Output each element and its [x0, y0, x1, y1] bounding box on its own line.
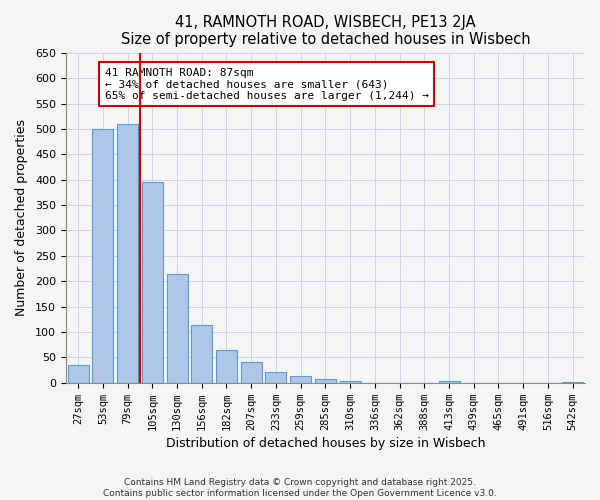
Bar: [241, 362, 262, 383]
Title: 41, RAMNOTH ROAD, WISBECH, PE13 2JA
Size of property relative to detached houses: 41, RAMNOTH ROAD, WISBECH, PE13 2JA Size…: [121, 15, 530, 48]
Bar: [92, 129, 113, 383]
Bar: [191, 326, 212, 383]
Bar: [142, 182, 163, 383]
X-axis label: Distribution of detached houses by size in Wisbech: Distribution of detached houses by size …: [166, 437, 485, 450]
Bar: [562, 382, 583, 383]
Bar: [340, 382, 361, 383]
Bar: [439, 382, 460, 383]
Bar: [216, 350, 237, 383]
Bar: [315, 379, 336, 383]
Text: 41 RAMNOTH ROAD: 87sqm
← 34% of detached houses are smaller (643)
65% of semi-de: 41 RAMNOTH ROAD: 87sqm ← 34% of detached…: [105, 68, 429, 101]
Bar: [167, 274, 188, 383]
Bar: [68, 365, 89, 383]
Bar: [265, 372, 286, 383]
Y-axis label: Number of detached properties: Number of detached properties: [15, 120, 28, 316]
Bar: [290, 376, 311, 383]
Bar: [117, 124, 138, 383]
Text: Contains HM Land Registry data © Crown copyright and database right 2025.
Contai: Contains HM Land Registry data © Crown c…: [103, 478, 497, 498]
